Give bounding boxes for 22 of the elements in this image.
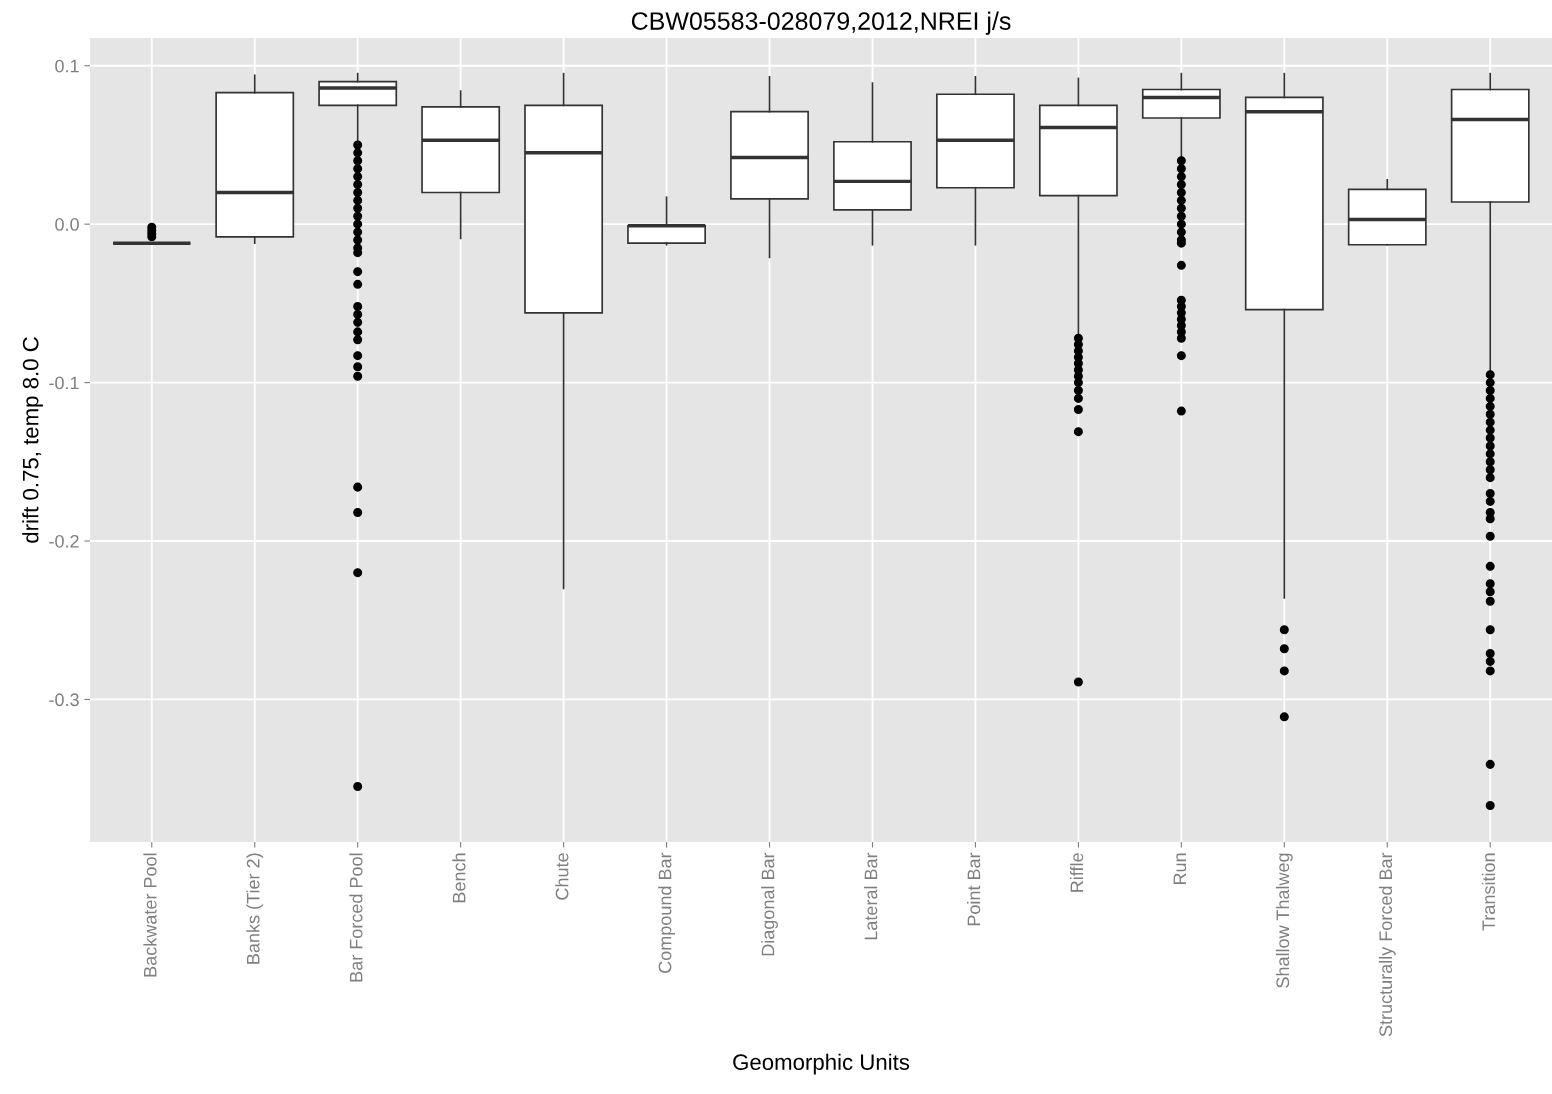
x-tick-label: Bar Forced Pool — [349, 853, 363, 982]
x-tick-label: Banks (Tier 2) — [246, 853, 264, 964]
x-tick-label: Riffle — [1069, 853, 1084, 892]
y-tick-label: 0.0 — [55, 218, 79, 231]
y-tick-label: -0.2 — [49, 534, 79, 548]
x-axis-title: Geomorphic Units — [733, 1053, 910, 1075]
x-tick-label: Backwater Pool — [143, 853, 157, 977]
x-tick-label: Transition — [1481, 853, 1496, 931]
y-tick-label: 0.1 — [55, 59, 79, 73]
x-tick-label: Shallow Thalweg — [1275, 853, 1293, 988]
y-tick-label: -0.1 — [49, 376, 79, 390]
chart-title: CBW05583-028079,2012,NREI j/s — [631, 11, 1011, 35]
x-tick-label: Lateral Bar — [864, 852, 878, 940]
x-tick-label: Run — [1173, 853, 1187, 885]
y-axis-title: drift 0.75, temp 8.0 C — [22, 337, 43, 543]
x-tick-label: Compound Bar — [658, 852, 675, 973]
x-tick-label: Diagonal Bar — [761, 852, 778, 956]
x-tick-label: Structurally Forced Bar — [1378, 852, 1396, 1037]
y-tick-label: -0.3 — [49, 693, 79, 707]
x-tick-label: Bench — [452, 853, 466, 903]
x-tick-label: Point Bar — [967, 852, 981, 926]
x-tick-label: Chute — [555, 853, 569, 900]
